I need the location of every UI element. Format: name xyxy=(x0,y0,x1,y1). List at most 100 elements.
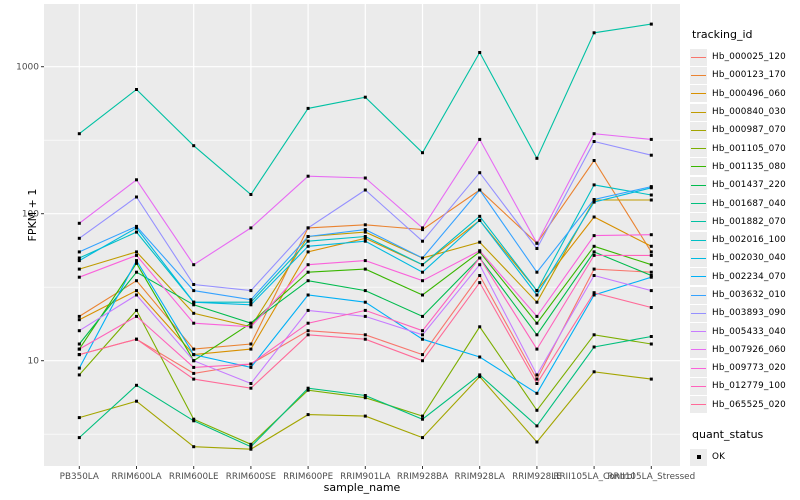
data-point xyxy=(421,151,424,155)
data-point xyxy=(135,289,138,293)
x-tick-label: RRIM600LE xyxy=(169,472,219,482)
data-point xyxy=(421,337,424,341)
legend-item-label: Hb_007926_060 xyxy=(712,344,786,355)
legend-item-Hb_001882_070: Hb_001882_070 xyxy=(690,213,800,231)
data-point xyxy=(77,342,81,346)
series-color-key-icon xyxy=(690,195,707,213)
data-point xyxy=(592,183,596,187)
data-point xyxy=(592,250,596,254)
data-point xyxy=(592,215,596,219)
data-point xyxy=(421,228,424,232)
legend-item-label: Hb_000840_030 xyxy=(712,107,786,118)
x-axis-title: sample_name xyxy=(323,481,401,494)
data-point xyxy=(135,399,138,403)
series-color-key-icon xyxy=(690,249,707,267)
data-point xyxy=(249,442,253,446)
legend-title-quant-status: quant_status xyxy=(692,427,764,441)
data-point xyxy=(363,267,367,271)
data-point xyxy=(649,198,653,202)
y-tick-label: 10 xyxy=(28,357,40,367)
data-point xyxy=(192,311,196,315)
data-point xyxy=(77,275,81,279)
series-color-key-icon xyxy=(690,103,707,121)
data-point xyxy=(421,333,424,337)
legend-item-label: Hb_000123_170 xyxy=(712,70,786,81)
data-point xyxy=(77,416,81,420)
data-point xyxy=(306,293,310,297)
data-point xyxy=(77,436,81,440)
data-point xyxy=(649,275,653,279)
data-point xyxy=(592,333,596,337)
data-point xyxy=(535,300,539,304)
data-point xyxy=(421,279,424,283)
data-point xyxy=(306,279,310,283)
data-point xyxy=(135,383,138,387)
data-point xyxy=(478,51,482,54)
x-tick-label: PB350LA xyxy=(60,472,99,482)
series-color-key-icon xyxy=(690,323,707,341)
x-tick-label: RRIM928BA xyxy=(397,472,448,482)
data-point xyxy=(77,250,81,254)
data-point xyxy=(363,308,367,312)
data-point xyxy=(535,424,539,428)
data-point xyxy=(306,226,310,230)
data-point xyxy=(535,440,539,444)
data-point xyxy=(421,329,424,333)
x-tick-label: RRIM600SE xyxy=(226,472,276,482)
data-point xyxy=(249,303,253,307)
series-color-key-icon xyxy=(690,48,707,66)
data-point xyxy=(77,221,81,225)
data-point xyxy=(421,270,424,274)
legend-item-label: OK xyxy=(712,452,726,463)
legend: tracking_id Hb_000025_120 Hb_000123_170 Hb… xyxy=(690,28,800,466)
data-point xyxy=(592,345,596,349)
data-point xyxy=(249,445,253,449)
legend-item-label: Hb_002234_070 xyxy=(712,271,786,282)
x-tick-label: RRIM928LE xyxy=(512,472,562,482)
data-point xyxy=(363,236,367,240)
data-point xyxy=(363,235,367,238)
data-point xyxy=(306,388,310,392)
data-point xyxy=(649,253,653,257)
data-point xyxy=(192,321,196,325)
series-color-key-icon xyxy=(690,359,707,377)
legend-item-Hb_001687_040: Hb_001687_040 xyxy=(690,194,800,213)
data-point xyxy=(592,200,596,204)
data-point xyxy=(77,373,81,377)
data-point xyxy=(592,132,596,136)
legend-item-Hb_002030_040: Hb_002030_040 xyxy=(690,249,800,267)
data-point xyxy=(421,353,424,357)
data-point xyxy=(592,370,596,374)
legend-title-tracking-id: tracking_id xyxy=(692,28,753,41)
legend-item-label: Hb_000025_120 xyxy=(712,52,786,63)
x-tick-label: RRII105LA_Stressed xyxy=(607,472,695,482)
series-color-key-icon xyxy=(690,268,707,286)
data-point xyxy=(592,234,596,238)
x-tick-label: RRII105LA_Control xyxy=(553,472,635,482)
legend-item-quant-ok: OK xyxy=(690,448,800,466)
legend-item-Hb_000987_070: Hb_000987_070 xyxy=(690,121,800,139)
data-point xyxy=(478,218,482,222)
data-point xyxy=(592,244,596,248)
x-tick-label: RRIM901LA xyxy=(340,472,390,482)
data-point xyxy=(592,198,596,201)
data-point xyxy=(77,259,81,263)
data-point xyxy=(135,337,138,341)
data-point xyxy=(478,375,482,379)
data-point xyxy=(249,382,253,385)
legend-item-Hb_000123_170: Hb_000123_170 xyxy=(690,66,800,84)
legend-item-Hb_012779_100: Hb_012779_100 xyxy=(690,377,800,395)
legend-item-label: Hb_001135_080 xyxy=(712,161,786,172)
data-point xyxy=(363,394,367,397)
data-point xyxy=(306,329,310,333)
data-point xyxy=(649,263,653,267)
data-point xyxy=(535,382,539,385)
legend-item-label: Hb_012779_100 xyxy=(712,381,786,392)
data-point xyxy=(249,300,253,304)
data-point xyxy=(363,223,367,227)
legend-item-label: Hb_065525_020 xyxy=(712,399,786,410)
data-point xyxy=(592,274,596,277)
data-point xyxy=(306,386,310,390)
data-point xyxy=(478,249,482,253)
